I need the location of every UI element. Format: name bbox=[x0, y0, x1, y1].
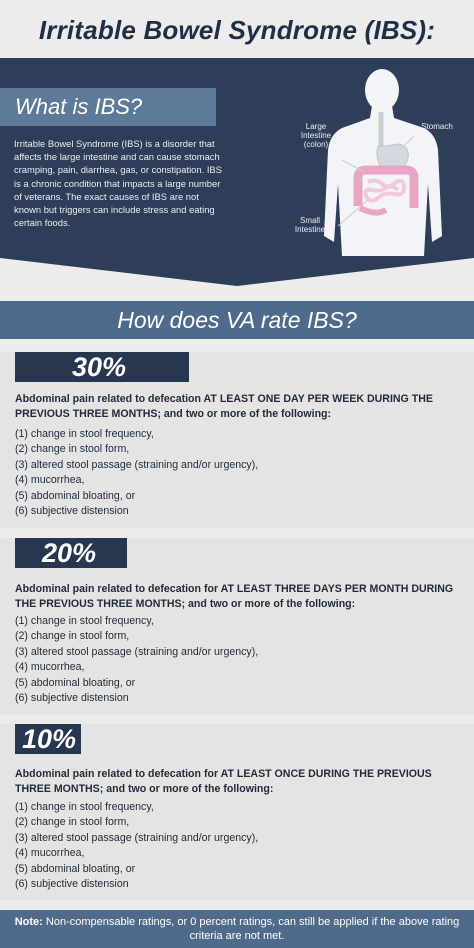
note-text: Non-compensable ratings, or 0 percent ra… bbox=[45, 916, 460, 942]
rating-criteria: Abdominal pain related to defecation AT … bbox=[15, 393, 433, 420]
symptom-list: (1) change in stool frequency, (2) chang… bbox=[15, 427, 258, 519]
human-body-icon bbox=[324, 69, 442, 256]
intro-text: Irritable Bowel Syndrome (IBS) is a diso… bbox=[14, 138, 222, 229]
list-item: (5) abdominal bloating, or bbox=[15, 862, 136, 875]
note-label: Note: bbox=[14, 916, 43, 928]
rating-badge: 30% bbox=[15, 352, 189, 382]
list-item: (6) subjective distension bbox=[15, 878, 129, 891]
section-arrow bbox=[0, 256, 474, 286]
rating-badge: 20% bbox=[15, 538, 127, 568]
list-item: (4) mucorrhea, bbox=[15, 847, 85, 860]
rating-heading: How does VA rate IBS? bbox=[0, 301, 474, 339]
rating-criteria: Abdominal pain related to defecation for… bbox=[15, 768, 432, 795]
list-item: (2) change in stool form, bbox=[15, 443, 130, 456]
list-item: (4) mucorrhea, bbox=[15, 474, 85, 487]
list-item: (3) altered stool passage (straining and… bbox=[15, 458, 259, 471]
list-item: (4) mucorrhea, bbox=[15, 661, 85, 674]
small-intestine-label: Small Intestine bbox=[290, 216, 330, 234]
symptom-list: (1) change in stool frequency, (2) chang… bbox=[15, 614, 258, 706]
list-item: (2) change in stool form, bbox=[15, 630, 130, 643]
large-intestine-line-1: Large bbox=[305, 122, 327, 131]
list-item: (6) subjective distension bbox=[15, 692, 129, 705]
list-item: (5) abdominal bloating, or bbox=[15, 676, 136, 689]
list-item: (1) change in stool frequency, bbox=[15, 615, 154, 627]
list-item: (1) change in stool frequency, bbox=[15, 801, 154, 813]
list-item: (5) abdominal bloating, or bbox=[15, 489, 136, 502]
list-item: (3) altered stool passage (straining and… bbox=[15, 645, 259, 658]
large-intestine-line-3: (colon) bbox=[303, 140, 329, 149]
small-intestine-line-2: Intestine bbox=[294, 225, 326, 234]
rating-card-10: 10% Abdominal pain related to defecation… bbox=[0, 724, 474, 900]
list-item: (2) change in stool form, bbox=[15, 816, 130, 829]
large-intestine-line-2: Intestine bbox=[300, 131, 332, 140]
intro-panel: Large Intestine (colon) Stomach Small In… bbox=[0, 58, 474, 258]
list-item: (1) change in stool frequency, bbox=[15, 428, 154, 440]
list-item: (3) altered stool passage (straining and… bbox=[15, 831, 259, 844]
footer-note: Note: Non-compensable ratings, or 0 perc… bbox=[0, 910, 474, 948]
stomach-label: Stomach bbox=[421, 122, 453, 131]
small-intestine-line-1: Small bbox=[299, 216, 320, 225]
rating-criteria: Abdominal pain related to defecation for… bbox=[15, 583, 454, 610]
page-title: Irritable Bowel Syndrome (IBS): bbox=[38, 14, 436, 45]
list-item: (6) subjective distension bbox=[15, 505, 129, 518]
rating-card-20: 20% Abdominal pain related to defecation… bbox=[0, 538, 474, 714]
what-is-heading: What is IBS? bbox=[0, 88, 216, 126]
symptom-list: (1) change in stool frequency, (2) chang… bbox=[15, 800, 258, 892]
rating-badge: 10% bbox=[15, 724, 81, 754]
rating-card-30: 30% Abdominal pain related to defecation… bbox=[0, 352, 474, 528]
large-intestine-label: Large Intestine (colon) bbox=[296, 122, 336, 149]
